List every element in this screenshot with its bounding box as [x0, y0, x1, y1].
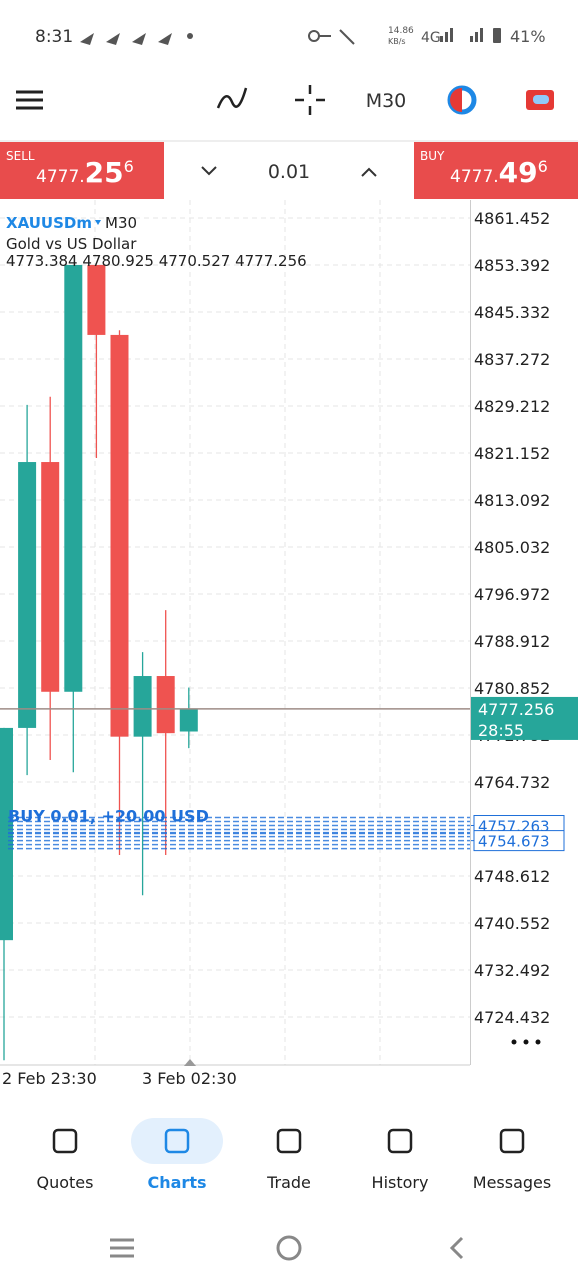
nav-active-pill — [131, 1118, 223, 1164]
lot-value[interactable]: 0.01 — [268, 161, 310, 183]
candle-body — [18, 462, 37, 728]
plot-area — [0, 200, 470, 1065]
countdown: 28:55 — [478, 721, 524, 740]
price-tick-label: 4764.732 — [474, 773, 550, 792]
nav-label[interactable]: Charts — [148, 1173, 207, 1192]
lot-decrease[interactable] — [201, 166, 217, 176]
current-price-label: 4777.256 — [478, 700, 554, 719]
buy-label: BUY — [420, 149, 445, 163]
battery: 41% — [510, 27, 546, 46]
network: 4G — [421, 30, 441, 46]
price-tick-label: 4829.212 — [474, 397, 550, 416]
chart-timeframe: M30 — [105, 214, 137, 232]
home-button[interactable] — [276, 1235, 302, 1261]
candle-body — [41, 462, 60, 692]
candle-body — [110, 334, 129, 737]
candle-body — [64, 264, 83, 692]
price-tick-label: 4748.612 — [474, 867, 550, 886]
current-price-box — [471, 696, 578, 740]
nav-icon[interactable] — [276, 1128, 302, 1154]
sell-label: SELL — [6, 149, 35, 163]
timeframe-button[interactable]: M30 — [366, 90, 407, 112]
price-tick-label: 4821.152 — [474, 444, 550, 463]
price-tick-label: 4845.332 — [474, 303, 550, 322]
trade-icon — [533, 95, 549, 104]
lot-increase[interactable] — [361, 167, 377, 177]
ohlc: 4773.384 4780.925 4770.527 4777.256 — [6, 252, 307, 270]
nav-label[interactable]: Quotes — [37, 1173, 94, 1192]
x-label: 3 Feb 02:30 — [142, 1069, 237, 1088]
position-price-box — [473, 830, 565, 852]
back-button[interactable] — [449, 1236, 464, 1260]
nav-label[interactable]: History — [372, 1173, 429, 1192]
nav-icon[interactable] — [499, 1128, 525, 1154]
buy-button[interactable] — [414, 142, 578, 199]
more-button[interactable] — [511, 1039, 541, 1045]
x-label: 2 Feb 23:30 — [2, 1069, 97, 1088]
price-tick-label: 4837.272 — [474, 350, 550, 369]
price-tick-label: 4780.852 — [474, 679, 550, 698]
price-tick-label: 4732.492 — [474, 961, 550, 980]
price-tick-label: 4813.092 — [474, 491, 550, 510]
candle-body — [0, 727, 13, 941]
net-speed: 14.86 — [388, 26, 414, 36]
status-time: 8:31 — [35, 27, 73, 47]
candle-body — [87, 264, 106, 335]
scroll-marker[interactable] — [184, 1059, 196, 1066]
system-nav — [110, 1235, 464, 1261]
chart: 4861.452 4853.392 4845.332 4837.272 4829.212… — [0, 200, 578, 1065]
price-tick-label: 4853.392 — [474, 256, 550, 275]
nav-icon[interactable] — [164, 1128, 190, 1154]
price-tick-label: 4724.432 — [474, 1008, 550, 1027]
axis-border — [470, 200, 471, 1065]
nav-label[interactable]: Messages — [473, 1173, 551, 1192]
candle-body — [156, 676, 175, 734]
nav-icon[interactable] — [387, 1128, 413, 1154]
price-tick-label: 4805.032 — [474, 538, 550, 557]
nav-icon[interactable] — [52, 1128, 78, 1154]
crosshair-button[interactable] — [295, 85, 325, 115]
price-tick-label: 4796.972 — [474, 585, 550, 604]
menu-button[interactable] — [16, 90, 43, 110]
candle-body — [179, 708, 198, 732]
status-icons — [80, 29, 355, 45]
position-label: BUY 0.01, +20.00 USD — [8, 807, 209, 826]
buy-price: 4777.496 — [450, 156, 548, 189]
net-unit: KB/s — [388, 37, 406, 46]
position-price-label: 4754.673 — [478, 833, 550, 851]
nav-label[interactable]: Trade — [266, 1173, 311, 1192]
candle-body — [133, 676, 152, 737]
indicators-button[interactable] — [216, 87, 248, 109]
price-tick-label: 4861.452 — [474, 209, 550, 228]
objects-icon — [450, 88, 462, 112]
symbol-dropdown[interactable] — [95, 220, 101, 225]
symbol[interactable]: XAUUSDm — [6, 214, 92, 232]
price-tick-label: 4740.552 — [474, 914, 550, 933]
sell-button[interactable] — [0, 142, 164, 199]
sell-price: 4777.256 — [36, 156, 134, 189]
symbol-description: Gold vs US Dollar — [6, 235, 137, 253]
price-tick-label: 4788.912 — [474, 632, 550, 651]
signal — [440, 28, 501, 43]
